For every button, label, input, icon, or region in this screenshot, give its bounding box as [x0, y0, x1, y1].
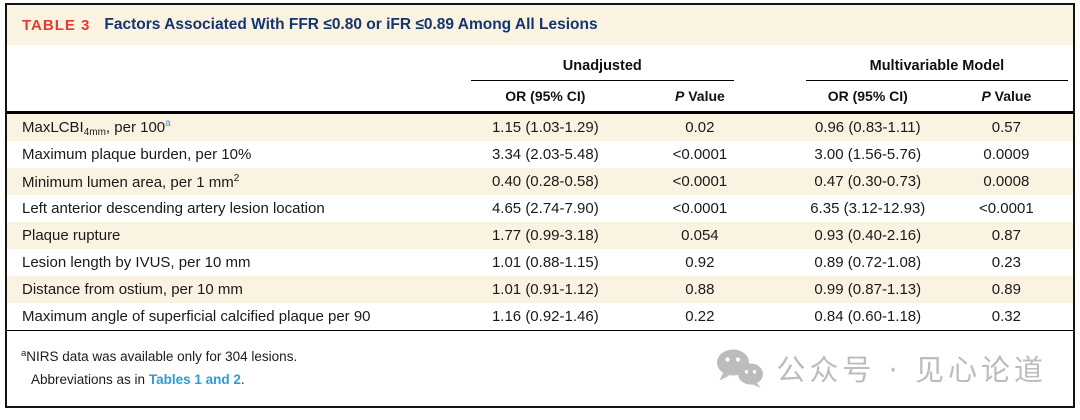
table-number: TABLE 3	[22, 16, 91, 34]
cell-unadjusted-or: 1.77 (0.99-3.18)	[491, 227, 599, 244]
table-row: Minimum lumen area, per 1 mm2 0.40 (0.28…	[7, 168, 1073, 195]
table-row: Maximum plaque burden, per 10% 3.34 (2.0…	[7, 141, 1073, 168]
table-row: Maximum angle of superficial calcified p…	[7, 303, 1073, 330]
empty-cell	[7, 81, 455, 114]
cell-unadjusted-or: 1.01 (0.91-1.12)	[491, 281, 599, 298]
footnote-a: aNIRS data was available only for 304 le…	[21, 348, 298, 364]
cell-multivariable-or: 0.89 (0.72-1.08)	[814, 254, 922, 271]
spacer-cell	[764, 45, 796, 81]
column-header-row: OR (95% CI) P Value OR (95% CI) P Value	[7, 81, 1073, 114]
cell-multivariable-p: 0.89	[991, 281, 1021, 298]
col-header-unadjusted-or: OR (95% CI)	[454, 81, 636, 114]
spacer-cell	[763, 81, 796, 114]
cell-multivariable-or: 6.35 (3.12-12.93)	[810, 200, 926, 217]
data-table: Unadjusted Multivariable Model OR (95% C…	[7, 45, 1073, 330]
col-header-multivariable-p: P Value	[939, 81, 1073, 114]
cell-unadjusted-or: 1.16 (0.92-1.46)	[491, 308, 599, 325]
cell-unadjusted-or: 1.15 (1.03-1.29)	[491, 119, 599, 136]
tables-1-and-2-link[interactable]: Tables 1 and 2	[148, 372, 241, 387]
table-row: Plaque rupture 1.77 (0.99-3.18) 0.054 0.…	[7, 222, 1073, 249]
cell-unadjusted-or: 4.65 (2.74-7.90)	[491, 200, 599, 217]
row-label: MaxLCBI4mm, per 100a	[22, 117, 171, 138]
cell-multivariable-or: 0.47 (0.30-0.73)	[814, 173, 922, 190]
table-caption: TABLE 3 Factors Associated With FFR ≤0.8…	[7, 5, 1073, 45]
footnote-ref-a: a	[165, 117, 171, 129]
row-label: Minimum lumen area, per 1 mm2	[22, 172, 240, 191]
group-header-multivariable: Multivariable Model	[796, 45, 1073, 81]
footnotes: aNIRS data was available only for 304 le…	[7, 330, 1073, 406]
cell-multivariable-p: 0.57	[991, 119, 1021, 136]
cell-unadjusted-p: <0.0001	[672, 173, 728, 190]
group-header-row: Unadjusted Multivariable Model	[7, 45, 1073, 81]
col-header-multivariable-or: OR (95% CI)	[795, 81, 940, 114]
footnote-a-marker: a	[21, 348, 27, 359]
cell-multivariable-p: 0.32	[991, 308, 1021, 325]
cell-multivariable-or: 0.93 (0.40-2.16)	[814, 227, 922, 244]
cell-unadjusted-p: <0.0001	[672, 200, 728, 217]
cell-multivariable-p: 0.0008	[983, 173, 1030, 190]
table-row: Distance from ostium, per 10 mm 1.01 (0.…	[7, 276, 1073, 303]
cell-unadjusted-or: 0.40 (0.28-0.58)	[491, 173, 599, 190]
cell-unadjusted-p: 0.22	[685, 308, 715, 325]
group-header-unadjusted: Unadjusted	[455, 45, 764, 81]
footnote-abbreviations: Abbreviations as in Tables 1 and 2.	[31, 372, 245, 387]
cell-unadjusted-or: 3.34 (2.03-5.48)	[491, 146, 599, 163]
table-row: MaxLCBI4mm, per 100a 1.15 (1.03-1.29) 0.…	[7, 112, 1073, 141]
cell-multivariable-p: <0.0001	[979, 200, 1034, 217]
cell-multivariable-p: 0.87	[991, 227, 1021, 244]
table-row: Lesion length by IVUS, per 10 mm 1.01 (0…	[7, 249, 1073, 276]
cell-unadjusted-or: 1.01 (0.88-1.15)	[491, 254, 599, 271]
cell-multivariable-p: 0.0009	[983, 146, 1030, 163]
table-row: Left anterior descending artery lesion l…	[7, 195, 1073, 222]
row-label: Left anterior descending artery lesion l…	[22, 200, 325, 217]
cell-multivariable-or: 3.00 (1.56-5.76)	[814, 146, 922, 163]
cell-unadjusted-p: 0.88	[685, 281, 715, 298]
cell-multivariable-or: 0.96 (0.83-1.11)	[814, 119, 921, 136]
cell-multivariable-or: 0.84 (0.60-1.18)	[814, 308, 922, 325]
empty-cell	[7, 45, 455, 81]
cell-multivariable-or: 0.99 (0.87-1.13)	[814, 281, 922, 298]
cell-multivariable-p: 0.23	[991, 254, 1021, 271]
table-title: Factors Associated With FFR ≤0.80 or iFR…	[104, 16, 598, 33]
cell-unadjusted-p: 0.054	[681, 227, 719, 244]
row-label: Maximum angle of superficial calcified p…	[22, 308, 371, 325]
row-label: Distance from ostium, per 10 mm	[22, 281, 243, 298]
row-label: Lesion length by IVUS, per 10 mm	[22, 254, 251, 271]
row-label: Plaque rupture	[22, 227, 121, 244]
row-label: Maximum plaque burden, per 10%	[22, 146, 252, 163]
col-header-unadjusted-p: P Value	[635, 81, 764, 114]
cell-unadjusted-p: <0.0001	[672, 146, 728, 163]
watermark-text: 公众号 · 见心论道	[776, 353, 1047, 387]
watermark: 公众号 · 见心论道	[716, 347, 1047, 389]
wechat-icon	[717, 349, 764, 388]
cell-unadjusted-p: 0.92	[685, 254, 715, 271]
cell-unadjusted-p: 0.02	[685, 119, 715, 136]
table-figure: TABLE 3 Factors Associated With FFR ≤0.8…	[5, 3, 1075, 408]
